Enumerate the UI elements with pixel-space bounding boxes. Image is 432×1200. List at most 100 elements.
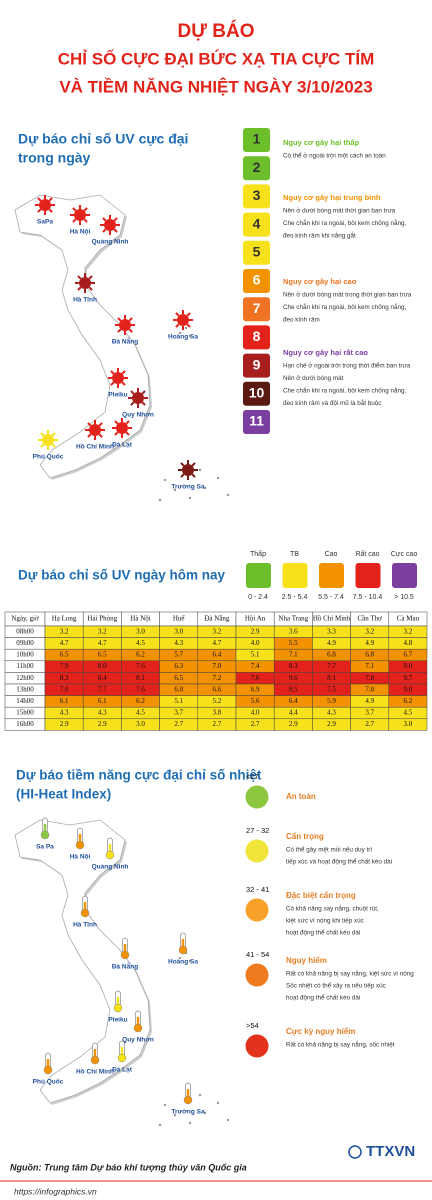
- table-value: 6.4: [289, 697, 298, 705]
- sun-ray: [83, 218, 88, 223]
- table-value: 2.7: [174, 720, 183, 728]
- table-value: 2.7: [365, 720, 374, 728]
- thermometer-fill: [116, 997, 120, 1007]
- thermometer-bulb: [105, 850, 115, 860]
- uv-level-box: [243, 212, 270, 237]
- table-value: 7.7: [327, 662, 336, 670]
- table-header: Hạ Long: [52, 615, 77, 623]
- thermometer-bulb: [117, 1053, 127, 1063]
- table-value: 6.2: [136, 697, 145, 705]
- title-line: CHỈ SỐ CỰC ĐẠI BỨC XẠ TIA CỰC TÍM: [58, 48, 375, 68]
- legend-name: Cực cao: [391, 551, 418, 558]
- uv-level-number: 8: [253, 328, 261, 344]
- island: [163, 478, 167, 482]
- table-value: 3.3: [327, 627, 336, 635]
- table-header: Nha Trang: [278, 615, 308, 623]
- island: [188, 1121, 192, 1125]
- sun-ray: [88, 275, 93, 280]
- uv-level-number: 11: [249, 413, 264, 429]
- uv-group-title: Nguy cơ gây hại rất cao: [283, 348, 368, 357]
- thermometer-fill: [186, 1089, 190, 1099]
- table-value: 3.2: [404, 627, 413, 635]
- thermometer-fill: [123, 944, 127, 954]
- thermometer-fill: [93, 1049, 97, 1059]
- sun-ray: [51, 443, 56, 448]
- heat-level-line: hoạt động thể chất kéo dài: [286, 993, 360, 1002]
- sun-ray: [180, 462, 185, 467]
- legend-name: TB: [290, 551, 299, 558]
- thermometer-bulb: [113, 1003, 123, 1013]
- table-value: 7.6: [136, 685, 145, 693]
- table-value: 8.3: [60, 674, 69, 682]
- heat-swatch: [245, 785, 269, 809]
- table-value: 13h00: [16, 685, 34, 693]
- table-value: 2.9: [327, 720, 336, 728]
- table-value: 4.0: [251, 639, 260, 647]
- city-label: Phú Quốc: [33, 1078, 64, 1086]
- legend-name: Thấp: [250, 549, 266, 558]
- sun-icon: [42, 434, 54, 446]
- legend-swatch: [392, 563, 417, 588]
- uv-group-line: Nên ở dưới bóng mát: [283, 374, 344, 382]
- section-title: trong ngày: [18, 150, 91, 166]
- table-value: 3.7: [174, 709, 183, 717]
- table-value: 6.5: [174, 674, 183, 682]
- sun-ray: [98, 422, 103, 427]
- uv-level-number: 5: [253, 244, 261, 260]
- heat-level-title: Cực kỳ nguy hiểm: [286, 1027, 355, 1036]
- heat-level-line: kiệt sức vì nóng khi tiếp xúc: [286, 916, 364, 925]
- table-value: 3.0: [136, 720, 145, 728]
- table-value: 5.9: [327, 697, 336, 705]
- legend-range: 2.5 - 5.4: [282, 594, 308, 601]
- sun-ray: [102, 217, 107, 222]
- table-value: 6.8: [365, 651, 374, 659]
- sun-icon: [116, 422, 128, 434]
- sun-ray: [114, 420, 119, 425]
- table-value: 5.1: [251, 651, 260, 659]
- uv-level-number: 6: [253, 272, 261, 288]
- section-title: (HI-Heat Index): [16, 787, 111, 802]
- legend-swatch: [282, 563, 308, 588]
- sun-ray: [51, 432, 56, 437]
- table-value: 2.7: [251, 720, 260, 728]
- table-value: 12h00: [16, 674, 34, 682]
- table-value: 6.1: [98, 697, 107, 705]
- island: [184, 326, 188, 330]
- map-outline: [14, 819, 151, 1104]
- sun-ray: [72, 218, 77, 223]
- table-value: 3.7: [365, 709, 374, 717]
- table-value: 7.6: [60, 685, 69, 693]
- sun-ray: [128, 317, 133, 322]
- table-value: 4.5: [136, 709, 145, 717]
- uv-level-number: 3: [253, 187, 261, 203]
- uv-level-box: [243, 184, 270, 209]
- heat-range: <27: [246, 772, 259, 781]
- table-value: 3.0: [174, 627, 183, 635]
- section-title: Dự báo chỉ số UV ngày hôm nay: [18, 568, 226, 583]
- table-value: 7.0: [213, 662, 222, 670]
- table-value: 3.6: [289, 627, 298, 635]
- table-value: 09h00: [16, 639, 34, 647]
- title-line: VÀ TIỀM NĂNG NHIỆT NGÀY 3/10/2023: [59, 77, 372, 96]
- uv-level-box: [243, 156, 270, 181]
- sun-ray: [113, 217, 118, 222]
- sun-ray: [48, 208, 53, 213]
- city-label: SaPa: [37, 219, 53, 226]
- legend-swatch: [246, 563, 271, 588]
- table-value: 2.7: [213, 720, 222, 728]
- sun-ray: [125, 431, 130, 436]
- sun-ray: [141, 401, 146, 406]
- legend-range: 0 - 2.4: [248, 594, 268, 601]
- uv-level-box: [243, 325, 270, 350]
- sun-ray: [175, 323, 180, 328]
- table-value: 4.3: [60, 709, 69, 717]
- uv-group-line: Che chắn khi ra ngoài, bôi kem chống nắn…: [283, 302, 406, 311]
- sun-ray: [117, 317, 122, 322]
- city-label: Trường Sa: [171, 484, 205, 491]
- uv-group-line: Hạn chế ở ngoài trời trong thời điểm ban…: [283, 361, 411, 370]
- city-label: Quảng Ninh: [92, 239, 129, 246]
- table-value: 6.1: [60, 697, 69, 705]
- source: Nguồn: Trung tâm Dự báo khí tượng thủy v…: [10, 1162, 247, 1172]
- table-value: 3.0: [404, 720, 413, 728]
